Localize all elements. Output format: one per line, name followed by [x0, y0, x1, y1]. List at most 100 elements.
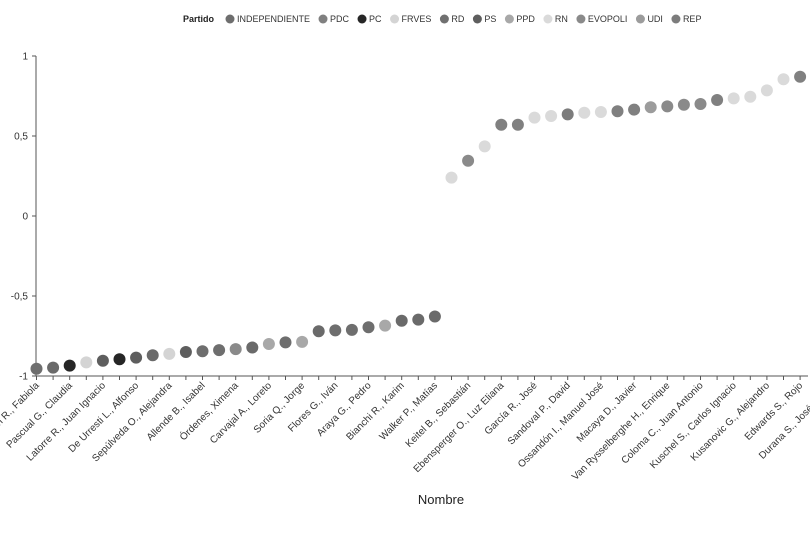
legend: Partido INDEPENDIENTE PDC PC FRVES RD PS PPD RN… [183, 14, 701, 24]
legend-item: PDC [318, 14, 350, 24]
data-point [213, 344, 226, 357]
x-tick-label: Órdenes, Ximena [177, 379, 242, 444]
data-point [611, 105, 624, 118]
y-tick-label: -1 [19, 372, 28, 383]
legend-label: UDI [647, 14, 663, 24]
data-point [96, 354, 109, 367]
data-point [561, 108, 574, 121]
data-point [528, 111, 541, 124]
data-point [63, 359, 76, 372]
data-point [511, 118, 524, 131]
legend-swatch [671, 14, 681, 24]
data-point [345, 323, 358, 336]
data-point [229, 343, 242, 356]
x-tick-label: Sandoval P., David [506, 380, 573, 447]
data-point [312, 325, 325, 338]
legend-label: REP [683, 14, 702, 24]
legend-item: FRVES [390, 14, 431, 24]
data-point [727, 92, 740, 105]
data-point [495, 118, 508, 131]
data-point [644, 101, 657, 114]
data-point [163, 347, 176, 360]
data-point [578, 106, 591, 119]
data-point [379, 319, 392, 332]
data-point [362, 321, 375, 334]
data-point [661, 100, 674, 113]
legend-label: FRVES [402, 14, 432, 24]
legend-label: INDEPENDIENTE [237, 14, 310, 24]
legend-item: PS [472, 14, 496, 24]
data-point [395, 314, 408, 327]
data-point [179, 346, 192, 358]
data-points [30, 70, 807, 375]
data-point [545, 110, 558, 122]
legend-item: INDEPENDIENTE [225, 14, 310, 24]
data-point [677, 98, 690, 111]
y-axis: 1 0,5 0 -0,5 -1 [11, 52, 37, 383]
legend-label: PS [484, 14, 496, 24]
legend-swatch [225, 14, 235, 24]
y-tick-label: -0,5 [11, 292, 29, 303]
legend-swatch [635, 14, 645, 24]
data-point [777, 73, 790, 86]
legend-title: Partido [183, 14, 215, 24]
data-point [594, 106, 607, 118]
data-point [412, 313, 425, 326]
y-tick-label: 0,5 [14, 132, 28, 143]
data-point [329, 324, 342, 337]
data-point [196, 345, 209, 358]
legend-swatch [543, 14, 553, 24]
y-tick-label: 0 [22, 212, 28, 223]
legend-swatch [504, 14, 514, 24]
legend-item: UDI [635, 14, 663, 24]
legend-label: PDC [330, 14, 350, 24]
x-tick-label: Carvajal A., Loreto [208, 380, 274, 446]
legend-swatch [472, 14, 482, 24]
data-point [262, 338, 275, 350]
legend-item: RN [543, 14, 568, 24]
legend-swatch [357, 14, 367, 24]
data-point [760, 84, 773, 97]
data-point [47, 361, 60, 374]
x-tick-label: Edwards S., Rojo [743, 380, 806, 443]
x-tick-label: Bianchi R., Karim [344, 380, 406, 442]
legend-swatch [390, 14, 400, 24]
legend-item: RD [439, 14, 465, 24]
data-point [246, 341, 259, 354]
legend-label: PPD [516, 14, 535, 24]
data-point [478, 140, 491, 153]
data-point [130, 351, 143, 364]
data-point [146, 349, 159, 362]
data-point [80, 356, 93, 369]
data-point [744, 90, 757, 103]
legend-swatch [318, 14, 328, 24]
data-point [113, 353, 126, 366]
legend-label: RD [451, 14, 464, 24]
legend-label: PC [369, 14, 382, 24]
legend-label: EVOPOLI [588, 14, 628, 24]
legend-item: REP [671, 14, 701, 24]
data-point [279, 336, 292, 349]
data-point [694, 98, 707, 110]
data-point [711, 94, 724, 106]
legend-swatch [576, 14, 586, 24]
data-point [794, 70, 807, 83]
legend-swatch [439, 14, 449, 24]
x-tick-label: Allende B., Isabel [145, 380, 208, 443]
legend-label: RN [555, 14, 568, 24]
data-point [428, 310, 441, 323]
x-axis-title: Nombre [418, 492, 464, 507]
legend-item: PC [357, 14, 382, 24]
data-point [445, 171, 458, 184]
x-tick-label: Walker P., Matías [378, 380, 440, 442]
data-point [30, 362, 43, 375]
legend-item: PPD [504, 14, 535, 24]
y-tick-label: 1 [22, 52, 28, 63]
x-tick-label: Macaya D., Javier [575, 380, 640, 445]
data-point [462, 154, 475, 167]
data-point [296, 335, 309, 348]
data-point [628, 103, 641, 116]
legend-item: EVOPOLI [576, 14, 627, 24]
